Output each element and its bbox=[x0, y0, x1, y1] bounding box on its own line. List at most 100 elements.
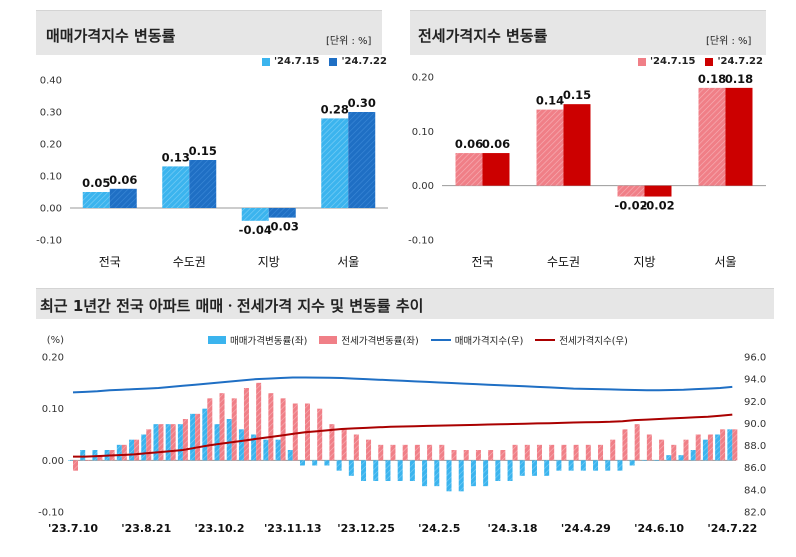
trend-legend-label-sale-line: 매매가격지수(우) bbox=[454, 336, 524, 347]
trend-bar bbox=[287, 450, 293, 461]
jeonse-value-label: 0.14 bbox=[536, 94, 564, 108]
sale-value-label: 0.15 bbox=[189, 144, 217, 158]
trend-bar bbox=[170, 424, 176, 461]
trend-bar bbox=[385, 460, 391, 481]
jeonse-value-label: -0.02 bbox=[641, 199, 674, 213]
jeonse-legend-swatch-2 bbox=[705, 57, 714, 66]
sale-bar bbox=[321, 118, 349, 208]
trend-bar bbox=[598, 444, 604, 461]
trend-left-ytick-label: -0.10 bbox=[38, 508, 64, 519]
trend-bar bbox=[402, 444, 408, 461]
trend-bar bbox=[531, 460, 537, 476]
trend-bar bbox=[312, 460, 318, 466]
sale-unit-label: [단위 : %] bbox=[326, 36, 372, 47]
sale-value-label: 0.30 bbox=[348, 96, 376, 110]
trend-bar bbox=[536, 444, 542, 461]
sale-ytick-label: 0.40 bbox=[40, 76, 62, 87]
sale-ytick-label: 0.20 bbox=[40, 140, 62, 151]
trend-bar bbox=[622, 429, 628, 461]
trend-bar bbox=[141, 434, 147, 461]
jeonse-bar bbox=[617, 185, 645, 197]
sale-value-label: -0.03 bbox=[266, 220, 299, 234]
jeonse-panel-title: 전세가격지수 변동률 bbox=[418, 27, 548, 45]
sale-bar bbox=[82, 192, 110, 208]
trend-legend-swatch-jeonse-line bbox=[535, 339, 556, 341]
jeonse-bar bbox=[725, 87, 753, 186]
trend-bar bbox=[243, 388, 249, 461]
sale-category-label: 전국 bbox=[99, 255, 121, 269]
trend-xtick-label: '23.11.13 bbox=[264, 522, 322, 535]
trend-bar bbox=[732, 429, 738, 461]
sale-value-label: -0.04 bbox=[239, 223, 272, 237]
trend-bar bbox=[610, 439, 616, 461]
trend-bar bbox=[488, 450, 494, 461]
jeonse-bar bbox=[455, 153, 483, 186]
trend-bar bbox=[605, 460, 611, 471]
jeonse-value-label: 0.06 bbox=[455, 137, 483, 151]
sale-bar-chart: -0.100.000.100.200.300.400.050.06전국0.130… bbox=[36, 76, 388, 269]
trend-bar bbox=[256, 382, 262, 461]
trend-bar bbox=[397, 460, 403, 481]
jeonse-bar bbox=[644, 185, 672, 197]
trend-sale-index-line bbox=[72, 376, 733, 394]
jeonse-category-label: 서울 bbox=[714, 255, 736, 269]
trend-right-ytick-label: 88.0 bbox=[744, 441, 766, 452]
jeonse-value-label: 0.06 bbox=[482, 137, 510, 151]
jeonse-category-label: 전국 bbox=[471, 255, 493, 269]
sale-bar bbox=[109, 188, 137, 208]
jeonse-unit-label: [단위 : %] bbox=[706, 36, 752, 47]
trend-bar bbox=[439, 444, 445, 461]
trend-bar bbox=[666, 455, 672, 461]
trend-bar bbox=[695, 434, 701, 461]
trend-bar bbox=[361, 460, 367, 481]
trend-bar bbox=[121, 444, 127, 461]
trend-combo-chart: (%) -0.10 0.00 0.10 0.20 82.0 84.0 86.0 88.0 90.0… bbox=[38, 335, 766, 535]
sale-ytick-label: 0.30 bbox=[40, 108, 62, 119]
trend-bar bbox=[275, 439, 281, 461]
jeonse-ytick-label: 0.20 bbox=[412, 73, 434, 84]
sale-panel-title: 매매가격지수 변동률 bbox=[46, 27, 176, 45]
trend-bar bbox=[292, 403, 298, 461]
sale-legend-label-2: '24.7.22 bbox=[341, 56, 387, 67]
trend-bar bbox=[73, 460, 78, 471]
trend-bar bbox=[580, 460, 586, 471]
jeonse-value-label: 0.18 bbox=[725, 72, 753, 86]
sale-value-label: 0.13 bbox=[162, 150, 190, 164]
trend-bar bbox=[336, 460, 342, 471]
trend-bar bbox=[446, 460, 452, 492]
jeonse-ytick-label: -0.10 bbox=[408, 236, 434, 247]
trend-bar bbox=[463, 450, 469, 461]
trend-bar bbox=[92, 450, 98, 461]
jeonse-panel-title-bar bbox=[410, 10, 766, 55]
sale-value-label: 0.05 bbox=[82, 176, 110, 190]
trend-bar bbox=[348, 460, 354, 476]
trend-bar bbox=[134, 439, 140, 461]
trend-left-axis-label: (%) bbox=[47, 335, 64, 346]
trend-bar bbox=[561, 444, 567, 461]
trend-bar bbox=[549, 444, 555, 461]
trend-right-ytick-label: 84.0 bbox=[744, 485, 766, 496]
trend-legend-label-jeonse-line: 전세가격지수(우) bbox=[559, 336, 628, 347]
trend-bar bbox=[299, 460, 305, 466]
trend-right-ytick-label: 90.0 bbox=[744, 419, 766, 430]
sale-bar bbox=[162, 166, 190, 208]
trend-bar bbox=[202, 408, 208, 461]
trend-bar bbox=[629, 460, 635, 466]
trend-legend-label-jeonse-bar: 전세가격변동률(좌) bbox=[341, 336, 419, 347]
trend-right-ytick-label: 96.0 bbox=[744, 353, 766, 364]
trend-bar bbox=[659, 439, 665, 461]
trend-bar bbox=[268, 393, 274, 461]
trend-bar bbox=[573, 444, 579, 461]
trend-bar bbox=[702, 439, 708, 461]
trend-bar bbox=[341, 429, 347, 461]
jeonse-legend: '24.7.15 '24.7.22 bbox=[638, 56, 763, 67]
jeonse-bar bbox=[482, 153, 510, 186]
trend-xtick-label: '23.8.21 bbox=[121, 522, 171, 535]
trend-xtick-label: '24.3.18 bbox=[488, 522, 538, 535]
trend-bar bbox=[378, 444, 384, 461]
trend-bar bbox=[219, 393, 225, 461]
jeonse-legend-label-1: '24.7.15 bbox=[650, 56, 696, 67]
trend-bar bbox=[390, 444, 396, 461]
trend-left-ytick-label: 0.20 bbox=[42, 353, 64, 364]
trend-bar bbox=[451, 450, 457, 461]
